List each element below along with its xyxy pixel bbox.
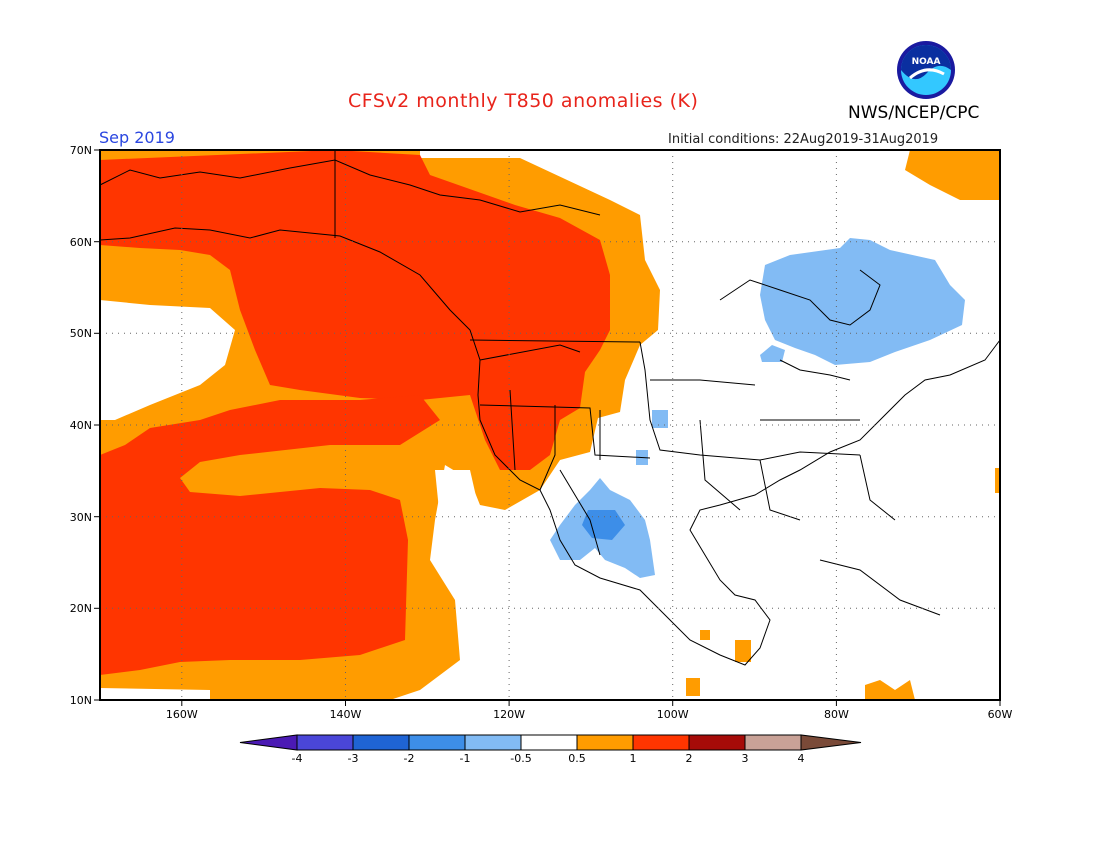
anomaly-region-orange bbox=[905, 150, 1000, 200]
legend-tick-label: 3 bbox=[742, 752, 749, 765]
legend-tick-label: -0.5 bbox=[510, 752, 531, 765]
coastline-layer bbox=[99, 150, 1001, 666]
anomaly-region-orange bbox=[686, 678, 700, 696]
anomaly-region-white bbox=[435, 470, 478, 520]
initial-conditions: Initial conditions: 22Aug2019-31Aug2019 bbox=[668, 132, 939, 147]
legend-swatch bbox=[520, 734, 578, 751]
legend-swatch bbox=[464, 734, 522, 751]
legend-tick-label: -1 bbox=[460, 752, 471, 765]
lat-label: 20N bbox=[70, 602, 92, 615]
lat-label: 70N bbox=[70, 144, 92, 157]
legend-swatch bbox=[632, 734, 690, 751]
axis-ticks bbox=[94, 149, 1001, 706]
anomaly-region-red bbox=[100, 150, 610, 470]
legend-tick-label: -4 bbox=[292, 752, 303, 765]
svg-text:NOAA: NOAA bbox=[912, 57, 941, 67]
legend-swatch bbox=[352, 734, 410, 751]
legend-tick-label: 1 bbox=[630, 752, 637, 765]
agency-label: NWS/NCEP/CPC bbox=[848, 103, 980, 123]
anomaly-region-blue bbox=[760, 345, 785, 362]
lon-label: 60W bbox=[988, 708, 1013, 721]
legend-swatch bbox=[296, 734, 354, 751]
lat-label: 40N bbox=[70, 419, 92, 432]
anomaly-region-white bbox=[100, 300, 235, 420]
anomaly-region-orange bbox=[865, 680, 915, 700]
anomaly-region-orange bbox=[995, 468, 1000, 493]
anomaly-region-blue bbox=[760, 238, 965, 365]
map-title: CFSv2 monthly T850 anomalies (K) bbox=[348, 90, 699, 112]
anomaly-fill-layer bbox=[100, 150, 1000, 700]
anomaly-region-blue-dark bbox=[582, 510, 625, 540]
longitude-labels: 160W 140W 120W 100W 80W 60W bbox=[166, 708, 1013, 721]
lon-label: 160W bbox=[166, 708, 198, 721]
legend-swatch bbox=[744, 734, 802, 751]
lon-label: 80W bbox=[824, 708, 849, 721]
lat-label: 10N bbox=[70, 694, 92, 707]
lon-label: 120W bbox=[493, 708, 525, 721]
gridlines bbox=[100, 150, 1000, 700]
anomaly-region-orange bbox=[700, 630, 710, 640]
anomaly-region-red bbox=[100, 395, 440, 675]
anomaly-region-orange bbox=[735, 640, 751, 662]
lat-label: 30N bbox=[70, 511, 92, 524]
anomaly-region-blue bbox=[652, 410, 668, 428]
latitude-labels: 70N 60N 50N 40N 30N 20N 10N bbox=[70, 144, 92, 707]
lon-label: 100W bbox=[657, 708, 689, 721]
lat-label: 50N bbox=[70, 327, 92, 340]
legend-tick-label: 4 bbox=[798, 752, 805, 765]
legend-swatch bbox=[408, 734, 466, 751]
lat-label: 60N bbox=[70, 236, 92, 249]
forecast-period: Sep 2019 bbox=[99, 128, 175, 147]
legend-tick-label: 2 bbox=[686, 752, 693, 765]
legend-swatch bbox=[576, 734, 634, 751]
legend-tick-label: -2 bbox=[404, 752, 415, 765]
legend-arrow-low bbox=[239, 734, 298, 751]
legend-tick-label: 0.5 bbox=[568, 752, 586, 765]
lon-label: 140W bbox=[330, 708, 362, 721]
noaa-logo-icon: NOAA bbox=[897, 41, 955, 99]
color-legend: -4 -3 -2 -1 -0.5 0.5 1 2 3 4 bbox=[239, 734, 862, 765]
legend-arrow-high bbox=[800, 734, 862, 751]
anomaly-region-white bbox=[100, 688, 210, 700]
legend-swatch bbox=[688, 734, 746, 751]
legend-tick-label: -3 bbox=[348, 752, 359, 765]
